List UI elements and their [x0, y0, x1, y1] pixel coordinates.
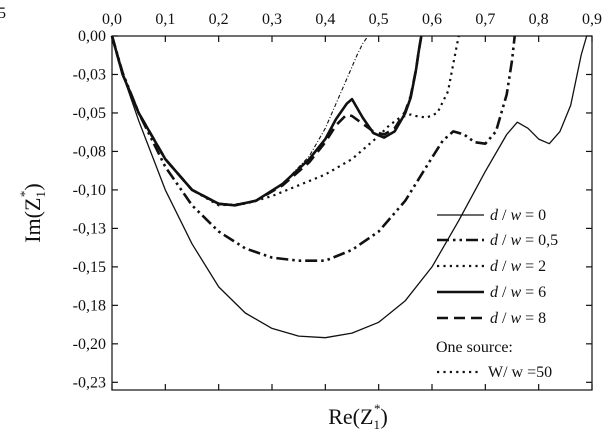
series-line-4	[110, 35, 423, 207]
legend-label-0: d / w = 0	[490, 207, 546, 224]
x-axis-label-sup: *	[374, 401, 381, 416]
y-tick-label-3: -0,08	[73, 143, 106, 160]
x-axis-label-main: Re(Z	[328, 404, 373, 429]
legend-label-4: d / w = 8	[490, 310, 546, 327]
series-line-0	[111, 35, 588, 339]
plot-frame	[111, 35, 593, 391]
series-line-5	[111, 35, 369, 206]
legend-label-5: W/ w =50	[488, 364, 552, 381]
x-axis-label-end: )	[380, 404, 387, 429]
legend-label-2: d / w = 2	[490, 258, 546, 275]
x-tick-label-5: 0,5	[369, 11, 389, 28]
x-tick-label-8: 0,8	[529, 11, 549, 28]
tick-layer: 0,0 0,1 0,2 0,3 0,4 0,5 0,6 0,7 0,8 0,9 0,00 -0,03 -…	[73, 11, 602, 391]
y-tick-label-6: -0,15	[73, 259, 106, 276]
y-axis-label-end: )	[20, 183, 45, 190]
x-tick-label-2: 0,2	[209, 11, 229, 28]
y-axis-label: Im(Z1*)	[17, 183, 48, 243]
partial-figure-label: 5	[0, 5, 6, 22]
y-tick-label-1: -0,03	[73, 66, 106, 83]
x-tick-label-0: 0,0	[102, 11, 122, 28]
x-tick-label-6: 0,6	[422, 11, 442, 28]
y-tick-label-4: -0,10	[73, 182, 106, 199]
y-tick-label-2: -0,05	[73, 105, 106, 122]
legend-label-1: d / w = 0,5	[490, 232, 558, 249]
legend-label-3: d / w = 6	[490, 284, 546, 301]
y-axis-label-sup: *	[17, 191, 32, 198]
y-tick-label-5: -0,13	[73, 220, 106, 237]
y-axis-label-sub: 1	[33, 191, 48, 198]
y-axis-label-main: Im(Z	[20, 198, 45, 243]
x-tick-label-9: 0,9	[582, 11, 602, 28]
y-tick-label-7: -0,18	[73, 297, 106, 314]
x-tick-label-1: 0,1	[155, 11, 175, 28]
legend-heading: One source:	[436, 339, 513, 356]
y-tick-label-8: -0,20	[73, 336, 106, 353]
legend: d / w = 0 d / w = 0,5 d / w = 2 d / w = 6 d …	[436, 207, 558, 381]
x-axis-label-sub: 1	[373, 417, 380, 432]
x-tick-label-7: 0,7	[475, 11, 495, 28]
x-tick-label-4: 0,4	[315, 11, 335, 28]
y-tick-label-9: -0,23	[73, 374, 106, 391]
x-tick-label-3: 0,3	[262, 11, 282, 28]
x-axis-label: Re(Z1*)	[328, 401, 388, 432]
series-layer	[110, 35, 588, 339]
series-line-1	[110, 35, 516, 263]
series-line-3	[110, 35, 423, 207]
y-tick-label-0: 0,00	[78, 28, 106, 45]
